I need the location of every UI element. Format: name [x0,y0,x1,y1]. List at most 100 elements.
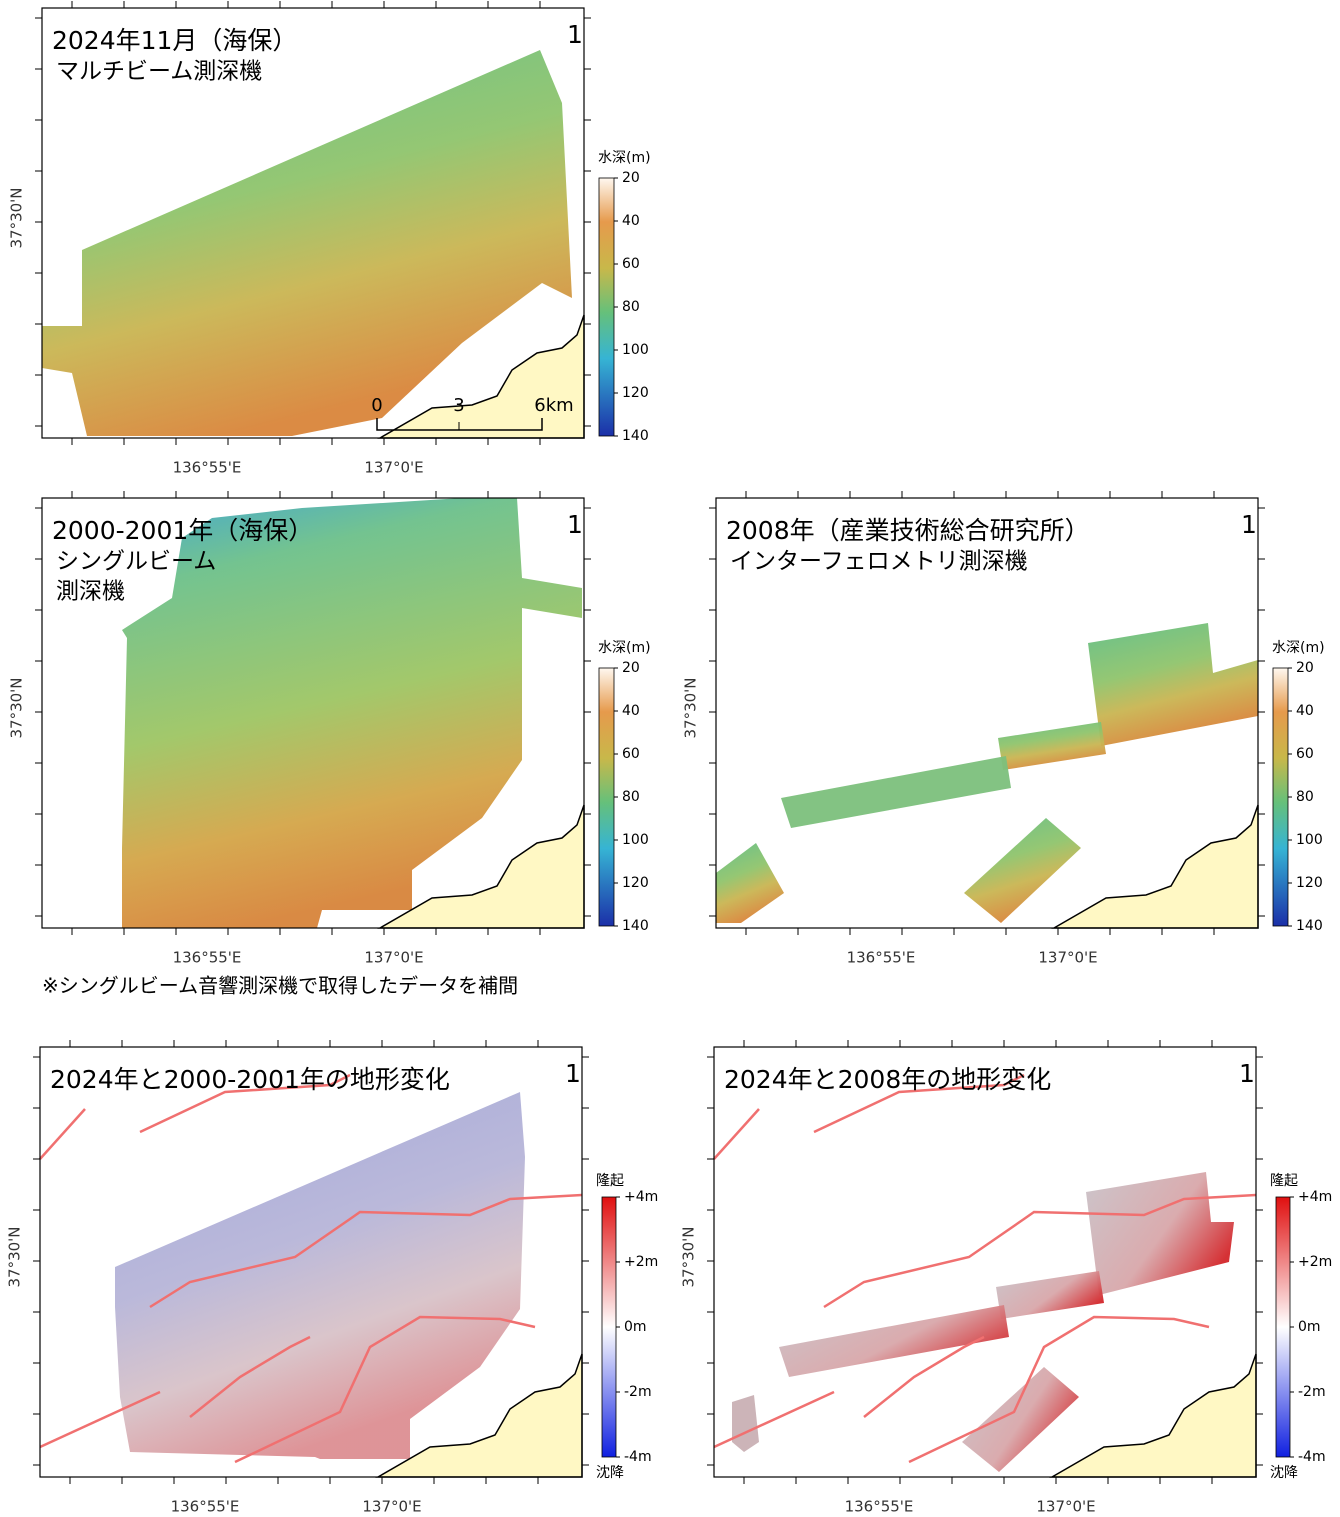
x-label: 137°0'E [364,459,423,477]
colorbar-label: 100 [1296,832,1323,848]
colorbar-title: 水深(m) [598,640,651,656]
fault-line [39,1108,86,1160]
fault-line [863,1335,985,1418]
panel-title: 2024年と2000-2001年の地形変化 [50,1065,450,1094]
y-label: 37°30'N [8,677,26,738]
panel-number: 1 [565,1059,581,1088]
x-label: 136°55'E [173,459,242,477]
x-label: 136°55'E [845,1498,914,1514]
panel-number: 1 [567,510,583,539]
frame [41,497,585,929]
fault-line [234,1315,536,1464]
fault-line [713,1108,760,1160]
colorbar-bottom: 沈降 [1270,1465,1298,1481]
note: ※シングルビーム音響測深機で取得したデータを補間 [42,974,518,998]
colorbar-label: 120 [1296,875,1323,891]
x-label: 136°55'E [847,949,916,967]
scale-label: 6km [534,395,573,416]
colorbar-label: 40 [622,213,640,229]
panel-subtitle: 測深機 [56,579,125,605]
survey-area [1086,1172,1234,1295]
survey-area [779,1305,1009,1377]
colorbar-label: +4m [1298,1189,1332,1205]
colorbar-label: 140 [1296,918,1323,934]
panel-subtitle: マルチビーム測深機 [56,59,262,85]
colorbar [1275,1196,1291,1458]
survey-area [781,756,1011,828]
panel-number: 1 [1239,1059,1255,1088]
survey-area [115,1092,525,1459]
colorbar-label: +2m [1298,1254,1332,1270]
survey-area [998,722,1106,770]
y-label: 37°30'N [6,1226,24,1287]
map-panel: 2024年と2008年の地形変化 1 136°55'E 137°0'E 37°30'N 隆… [680,1040,1332,1516]
land [1051,804,1259,929]
colorbar-label: 100 [622,832,649,848]
fault-line [189,1335,311,1418]
x-label: 136°55'E [171,1498,240,1514]
colorbar [598,667,615,927]
y-label: 37°30'N [680,1226,698,1287]
x-label: 136°55'E [173,949,242,967]
colorbar-top: 隆起 [596,1173,624,1189]
survey-area [962,1367,1079,1472]
survey-area [996,1271,1104,1319]
survey-area [964,818,1081,923]
land [1049,1353,1257,1478]
colorbar-label: 120 [622,385,649,401]
colorbar-bottom: 沈降 [596,1465,624,1481]
panel-subtitle: インターフェロメトリ測深機 [730,549,1028,575]
colorbar-label: 60 [1296,746,1314,762]
colorbar-label: 80 [1296,789,1314,805]
colorbar [1272,667,1289,927]
colorbar-label: 100 [622,342,649,358]
frame [39,1046,583,1478]
frame [715,497,1259,929]
fault-line [813,1073,1025,1134]
colorbar-label: 0m [1298,1319,1321,1335]
x-label: 137°0'E [1038,949,1097,967]
survey-area [732,1395,759,1452]
colorbar-label: -4m [1298,1449,1326,1465]
colorbar-label: 80 [622,299,640,315]
colorbar [598,177,615,437]
frame [713,1046,1257,1478]
panel-title: 2024年11月（海保） [52,26,297,55]
y-label: 37°30'N [8,187,26,248]
fault-line [713,1390,835,1449]
colorbar-label: 20 [622,660,640,676]
survey-area [122,498,582,928]
panel-title: 2024年と2008年の地形変化 [724,1065,1051,1094]
colorbar-label: +2m [624,1254,658,1270]
scale-label: 3 [453,395,464,416]
fault-line [139,1073,351,1134]
colorbar-label: 140 [622,918,649,934]
colorbar-title: 水深(m) [598,150,651,166]
fault-line [823,1193,1257,1309]
colorbar-label: 80 [622,789,640,805]
colorbar-label: -4m [624,1449,652,1465]
map-panel: 2024年11月（海保） マルチビーム測深機 1 136°55'E 137°0'E 37°… [8,1,651,477]
x-label: 137°0'E [1036,1498,1095,1514]
colorbar-label: 140 [622,428,649,444]
panel-title: 2000-2001年（海保） [52,516,313,545]
fault-line [908,1315,1210,1464]
colorbar-label: 0m [624,1319,647,1335]
colorbar-label: -2m [624,1384,652,1400]
colorbar-top: 隆起 [1270,1173,1298,1189]
panel-subtitle: シングルビーム [56,549,216,575]
frame [41,7,585,439]
colorbar-label: 40 [1296,703,1314,719]
survey-area [42,50,572,436]
x-label: 137°0'E [364,949,423,967]
map-panel: 2024年と2000-2001年の地形変化 1 136°55'E 137°0'E 37°… [6,1040,658,1516]
colorbar-label: 60 [622,746,640,762]
colorbar-label: 20 [1296,660,1314,676]
panel-number: 1 [567,20,583,49]
colorbar-label: 60 [622,256,640,272]
x-label: 137°0'E [362,1498,421,1514]
colorbar-label: 120 [622,875,649,891]
colorbar-label: +4m [624,1189,658,1205]
map-panel: 2008年（産業技術総合研究所） インターフェロメトリ測深機 1 136°55'E 13… [682,491,1325,967]
